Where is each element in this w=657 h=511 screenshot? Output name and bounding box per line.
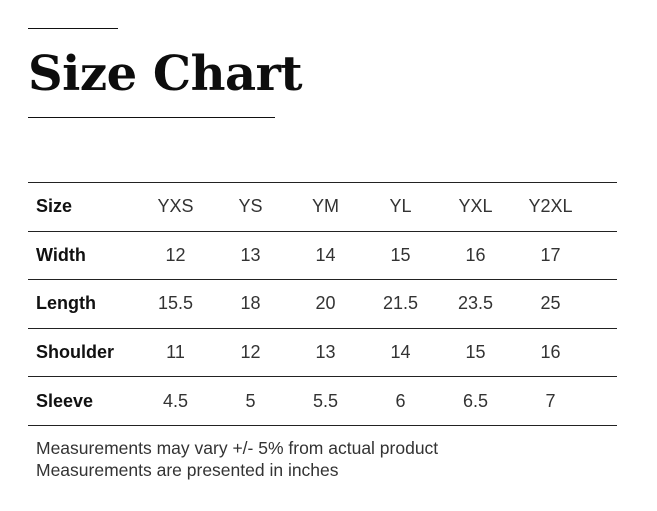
size-chart-table: Size YXS YS YM YL YXL Y2XL Width 12 13 1…: [28, 182, 617, 426]
table-cell: 23.5: [457, 293, 494, 314]
table-cell: 6: [395, 390, 406, 411]
table-spacer: [588, 231, 617, 280]
table-cell: 15.5: [157, 293, 194, 314]
table-cell: 13: [315, 342, 336, 363]
size-column-header: YXS: [157, 196, 194, 217]
table-cell: 6.5: [462, 390, 489, 411]
table-spacer: [588, 280, 617, 329]
table-cell: 12: [165, 244, 186, 265]
row-label: Length: [36, 293, 96, 314]
note-line: Measurements are presented in inches: [36, 460, 339, 480]
table-cell: 5.5: [312, 390, 339, 411]
table-cell: 25: [540, 293, 561, 314]
table-cell: 16: [465, 244, 486, 265]
row-label: Shoulder: [36, 342, 115, 363]
table-cell: 17: [540, 244, 561, 265]
table-row: Width 12 13 14 15 16 17: [28, 231, 617, 280]
table-row: Sleeve 4.5 5 5.5 6 6.5 7: [28, 376, 617, 426]
top-accent-rule: [28, 28, 118, 29]
page-title: Size Chart: [28, 46, 303, 102]
table-row: Length 15.5 18 20 21.5 23.5 25: [28, 279, 617, 329]
table-cell: 12: [240, 342, 261, 363]
table-cell: 15: [465, 342, 486, 363]
note-line: Measurements may vary +/- 5% from actual…: [36, 438, 439, 458]
table-cell: 20: [315, 293, 336, 314]
title-underline: [28, 117, 275, 118]
measurement-notes: Measurements may vary +/- 5% from actual…: [36, 437, 438, 481]
row-label: Size: [36, 196, 73, 217]
table-cell: 5: [245, 390, 256, 411]
table-row: Shoulder 11 12 13 14 15 16: [28, 328, 617, 377]
table-cell: 21.5: [382, 293, 419, 314]
size-column-header: YM: [312, 196, 339, 217]
table-spacer: [588, 328, 617, 377]
table-cell: 14: [315, 244, 336, 265]
table-cell: 13: [240, 244, 261, 265]
table-spacer: [588, 377, 617, 426]
size-column-header: YS: [238, 196, 263, 217]
table-cell: 16: [540, 342, 561, 363]
table-header-row: Size YXS YS YM YL YXL Y2XL: [28, 182, 617, 232]
size-column-header: YL: [389, 196, 412, 217]
table-cell: 4.5: [162, 390, 189, 411]
table-cell: 18: [240, 293, 261, 314]
row-label: Sleeve: [36, 390, 94, 411]
row-label: Width: [36, 244, 86, 265]
size-column-header: Y2XL: [528, 196, 573, 217]
size-column-header: YXL: [458, 196, 493, 217]
table-cell: 11: [166, 342, 185, 363]
table-cell: 14: [390, 342, 411, 363]
table-cell: 15: [390, 244, 411, 265]
table-cell: 7: [545, 390, 556, 411]
table-spacer: [588, 183, 617, 232]
